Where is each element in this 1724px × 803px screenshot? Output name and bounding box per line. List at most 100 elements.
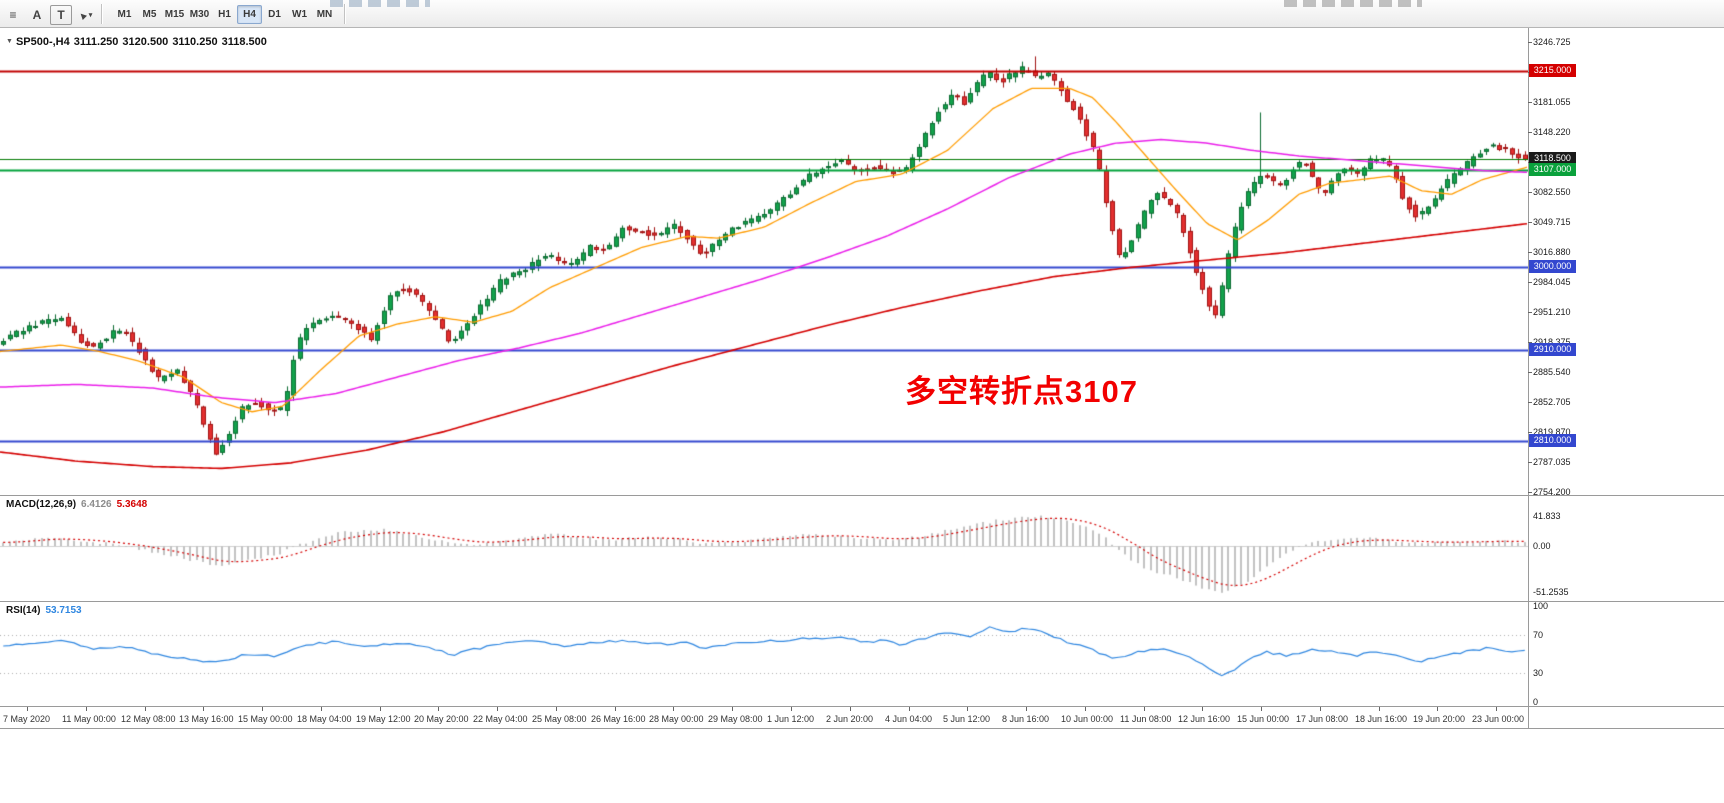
time-tick-mark (1202, 707, 1203, 711)
time-tick-mark (1261, 707, 1262, 711)
symbol-period: SP500-,H4 (15, 36, 70, 48)
pane-separator[interactable] (0, 601, 1724, 602)
cropped-toolbar-icons-right[interactable] (1284, 0, 1422, 7)
price-level-label-2810.000: 2810.000 (1529, 434, 1576, 447)
timeframe-button-h4[interactable]: H4 (237, 5, 262, 24)
text-box-tool-button[interactable]: T (50, 5, 72, 25)
chart-title: ▼ SP500-,H4 3111.250 3120.500 3110.250 3118.5… (6, 36, 271, 48)
timeframe-button-m5[interactable]: M5 (142, 9, 157, 20)
price-tick-label: 2852.705 (1533, 397, 1571, 407)
pointer-tool-button[interactable]: ► ▾ (74, 5, 96, 25)
time-tick-mark (321, 707, 322, 711)
time-tick-label: 28 May 00:00 (649, 714, 704, 724)
chart-annotation-text[interactable]: 多空转折点3107 (905, 374, 1138, 409)
text-label-icon: A (32, 8, 42, 22)
time-tick-mark (732, 707, 733, 711)
macd-name: MACD(12,26,9) (6, 499, 77, 510)
timeframe-button-m15[interactable]: M15 (164, 9, 185, 20)
macd-indicator-label: MACD(12,26,9) 6.4126 5.3648 (6, 499, 147, 510)
time-tick-label: 10 Jun 00:00 (1061, 714, 1114, 724)
objects-list-icon: ≡ (9, 8, 17, 22)
time-tick-label: 4 Jun 04:00 (885, 714, 933, 724)
objects-list-tool-button[interactable]: ≡ (2, 5, 24, 25)
price-level-label-3118.500: 3118.500 (1529, 152, 1576, 165)
time-tick-label: 1 Jun 12:00 (767, 714, 815, 724)
price-tick-label: 2787.035 (1533, 457, 1571, 467)
timeframe-button-m30[interactable]: M30 (189, 9, 210, 20)
price-tick-label: 2951.210 (1533, 307, 1571, 317)
price-tick-mark (1528, 402, 1532, 403)
timeframe-button-w1[interactable]: W1 (292, 9, 307, 20)
time-tick-label: 7 May 2020 (3, 714, 51, 724)
top-toolbar: ≡ A T ► ▾ M1 M5 M15 M30 H1 H4 D1 W1 MN (0, 0, 1724, 28)
time-tick-label: 2 Jun 20:00 (826, 714, 874, 724)
price-tick-mark (1528, 372, 1532, 373)
price-tick-mark (1528, 282, 1532, 283)
ohlc-low: 3110.250 (172, 36, 218, 48)
macd-axis-label: 0.00 (1533, 541, 1551, 551)
price-tick-mark (1528, 102, 1532, 103)
rsi-axis-label: 70 (1533, 630, 1544, 640)
price-tick-label: 3016.880 (1533, 247, 1571, 257)
macd-axis-label: -51.2535 (1533, 587, 1569, 597)
rsi-axis-label: 0 (1533, 697, 1539, 707)
price-tick-mark (1528, 192, 1532, 193)
macd-main-value: 6.4126 (81, 499, 112, 510)
time-tick-mark (1437, 707, 1438, 711)
time-tick-mark (615, 707, 616, 711)
macd-canvas[interactable] (0, 496, 1528, 601)
price-chart-canvas[interactable] (0, 28, 1528, 495)
time-tick-label: 11 Jun 08:00 (1120, 714, 1172, 724)
time-tick-mark (497, 707, 498, 711)
macd-axis-label: 41.833 (1533, 511, 1561, 521)
price-tick-label: 2885.540 (1533, 367, 1571, 377)
rsi-axis-label: 30 (1533, 668, 1544, 678)
rsi-name: RSI(14) (6, 605, 41, 616)
window-bottom-line (0, 728, 1724, 729)
pane-separator[interactable] (0, 495, 1724, 496)
time-tick-label: 22 May 04:00 (473, 714, 528, 724)
time-tick-label: 18 May 04:00 (297, 714, 352, 724)
pointer-icon: ► (75, 7, 91, 23)
time-tick-mark (1379, 707, 1380, 711)
chevron-down-icon[interactable]: ▼ (6, 38, 13, 45)
time-tick-mark (1320, 707, 1321, 711)
text-box-icon: T (57, 8, 65, 22)
text-label-tool-button[interactable]: A (26, 5, 48, 25)
time-tick-label: 17 Jun 08:00 (1296, 714, 1349, 724)
time-tick-mark (909, 707, 910, 711)
time-tick-mark (86, 707, 87, 711)
time-tick-mark (380, 707, 381, 711)
time-tick-label: 8 Jun 16:00 (1002, 714, 1050, 724)
time-tick-mark (556, 707, 557, 711)
time-tick-label: 15 Jun 00:00 (1237, 714, 1290, 724)
time-tick-mark (673, 707, 674, 711)
time-tick-mark (203, 707, 204, 711)
rsi-value: 53.7153 (45, 605, 82, 616)
rsi-canvas[interactable] (0, 602, 1528, 706)
price-level-label-3215.000: 3215.000 (1529, 64, 1576, 77)
timeframe-button-d1[interactable]: D1 (268, 9, 281, 20)
time-tick-mark (1085, 707, 1086, 711)
ohlc-open: 3111.250 (73, 36, 119, 48)
cropped-toolbar-icons-left[interactable] (330, 0, 430, 7)
time-tick-mark (27, 707, 28, 711)
price-tick-label: 2984.045 (1533, 277, 1571, 287)
price-tick-mark (1528, 222, 1532, 223)
time-tick-mark (438, 707, 439, 711)
time-tick-label: 11 May 00:00 (62, 714, 116, 724)
time-tick-label: 25 May 08:00 (532, 714, 587, 724)
price-tick-mark (1528, 252, 1532, 253)
time-tick-label: 18 Jun 16:00 (1355, 714, 1408, 724)
time-tick-label: 19 May 12:00 (356, 714, 411, 724)
price-tick-mark (1528, 342, 1532, 343)
price-tick-label: 2918.375 (1533, 337, 1571, 347)
time-tick-mark (262, 707, 263, 711)
timeframe-button-m1[interactable]: M1 (117, 9, 132, 20)
time-tick-label: 29 May 08:00 (708, 714, 763, 724)
price-level-label-3107.000: 3107.000 (1529, 163, 1576, 176)
time-tick-mark (145, 707, 146, 711)
timeframe-button-mn[interactable]: MN (316, 9, 333, 20)
timeframe-button-h1[interactable]: H1 (218, 9, 231, 20)
time-tick-mark (1496, 707, 1497, 711)
